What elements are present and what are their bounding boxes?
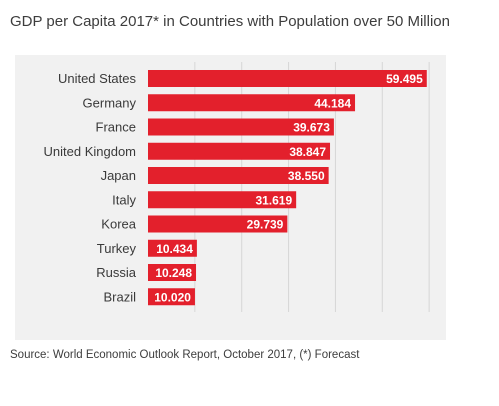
category-label: Italy xyxy=(112,192,136,207)
category-label: Korea xyxy=(101,217,136,232)
value-label: 10.020 xyxy=(154,290,191,304)
value-label: 59.495 xyxy=(386,72,423,86)
bar-russia xyxy=(148,264,197,281)
value-label: 10.434 xyxy=(156,242,193,256)
category-label: Japan xyxy=(101,168,136,183)
category-label: Turkey xyxy=(97,241,137,256)
category-label: Brazil xyxy=(103,289,136,304)
value-label: 10.248 xyxy=(155,266,192,280)
bar-united-states xyxy=(148,70,427,87)
value-labels: 59.495 44.184 39.673 38.847 38.550 31.619 29.7… xyxy=(154,72,423,304)
bar-germany xyxy=(148,94,356,112)
bar-japan xyxy=(148,167,329,184)
source-note: Source: World Economic Outlook Report, O… xyxy=(10,349,360,361)
category-label: United States xyxy=(58,71,137,86)
category-label: Russia xyxy=(96,265,137,280)
category-label: United Kingdom xyxy=(44,144,137,159)
bar-brazil xyxy=(148,288,195,306)
value-label: 44.184 xyxy=(314,96,351,110)
category-labels: United States Germany France United Kingdom… xyxy=(44,71,137,304)
category-label: France xyxy=(96,120,136,135)
value-label: 38.550 xyxy=(288,169,325,183)
value-label: 29.739 xyxy=(247,218,284,232)
chart-title: GDP per Capita 2017* in Countries with P… xyxy=(10,13,450,30)
bar-france xyxy=(148,118,334,136)
category-label: Germany xyxy=(83,95,137,110)
bar-turkey xyxy=(148,239,197,257)
value-label: 38.847 xyxy=(289,145,326,159)
bar-korea xyxy=(148,215,288,233)
value-label: 39.673 xyxy=(293,121,330,135)
bars xyxy=(148,70,427,306)
value-label: 31.619 xyxy=(255,193,292,207)
bar-united-kingdom xyxy=(148,142,331,160)
bar-italy xyxy=(148,191,297,209)
